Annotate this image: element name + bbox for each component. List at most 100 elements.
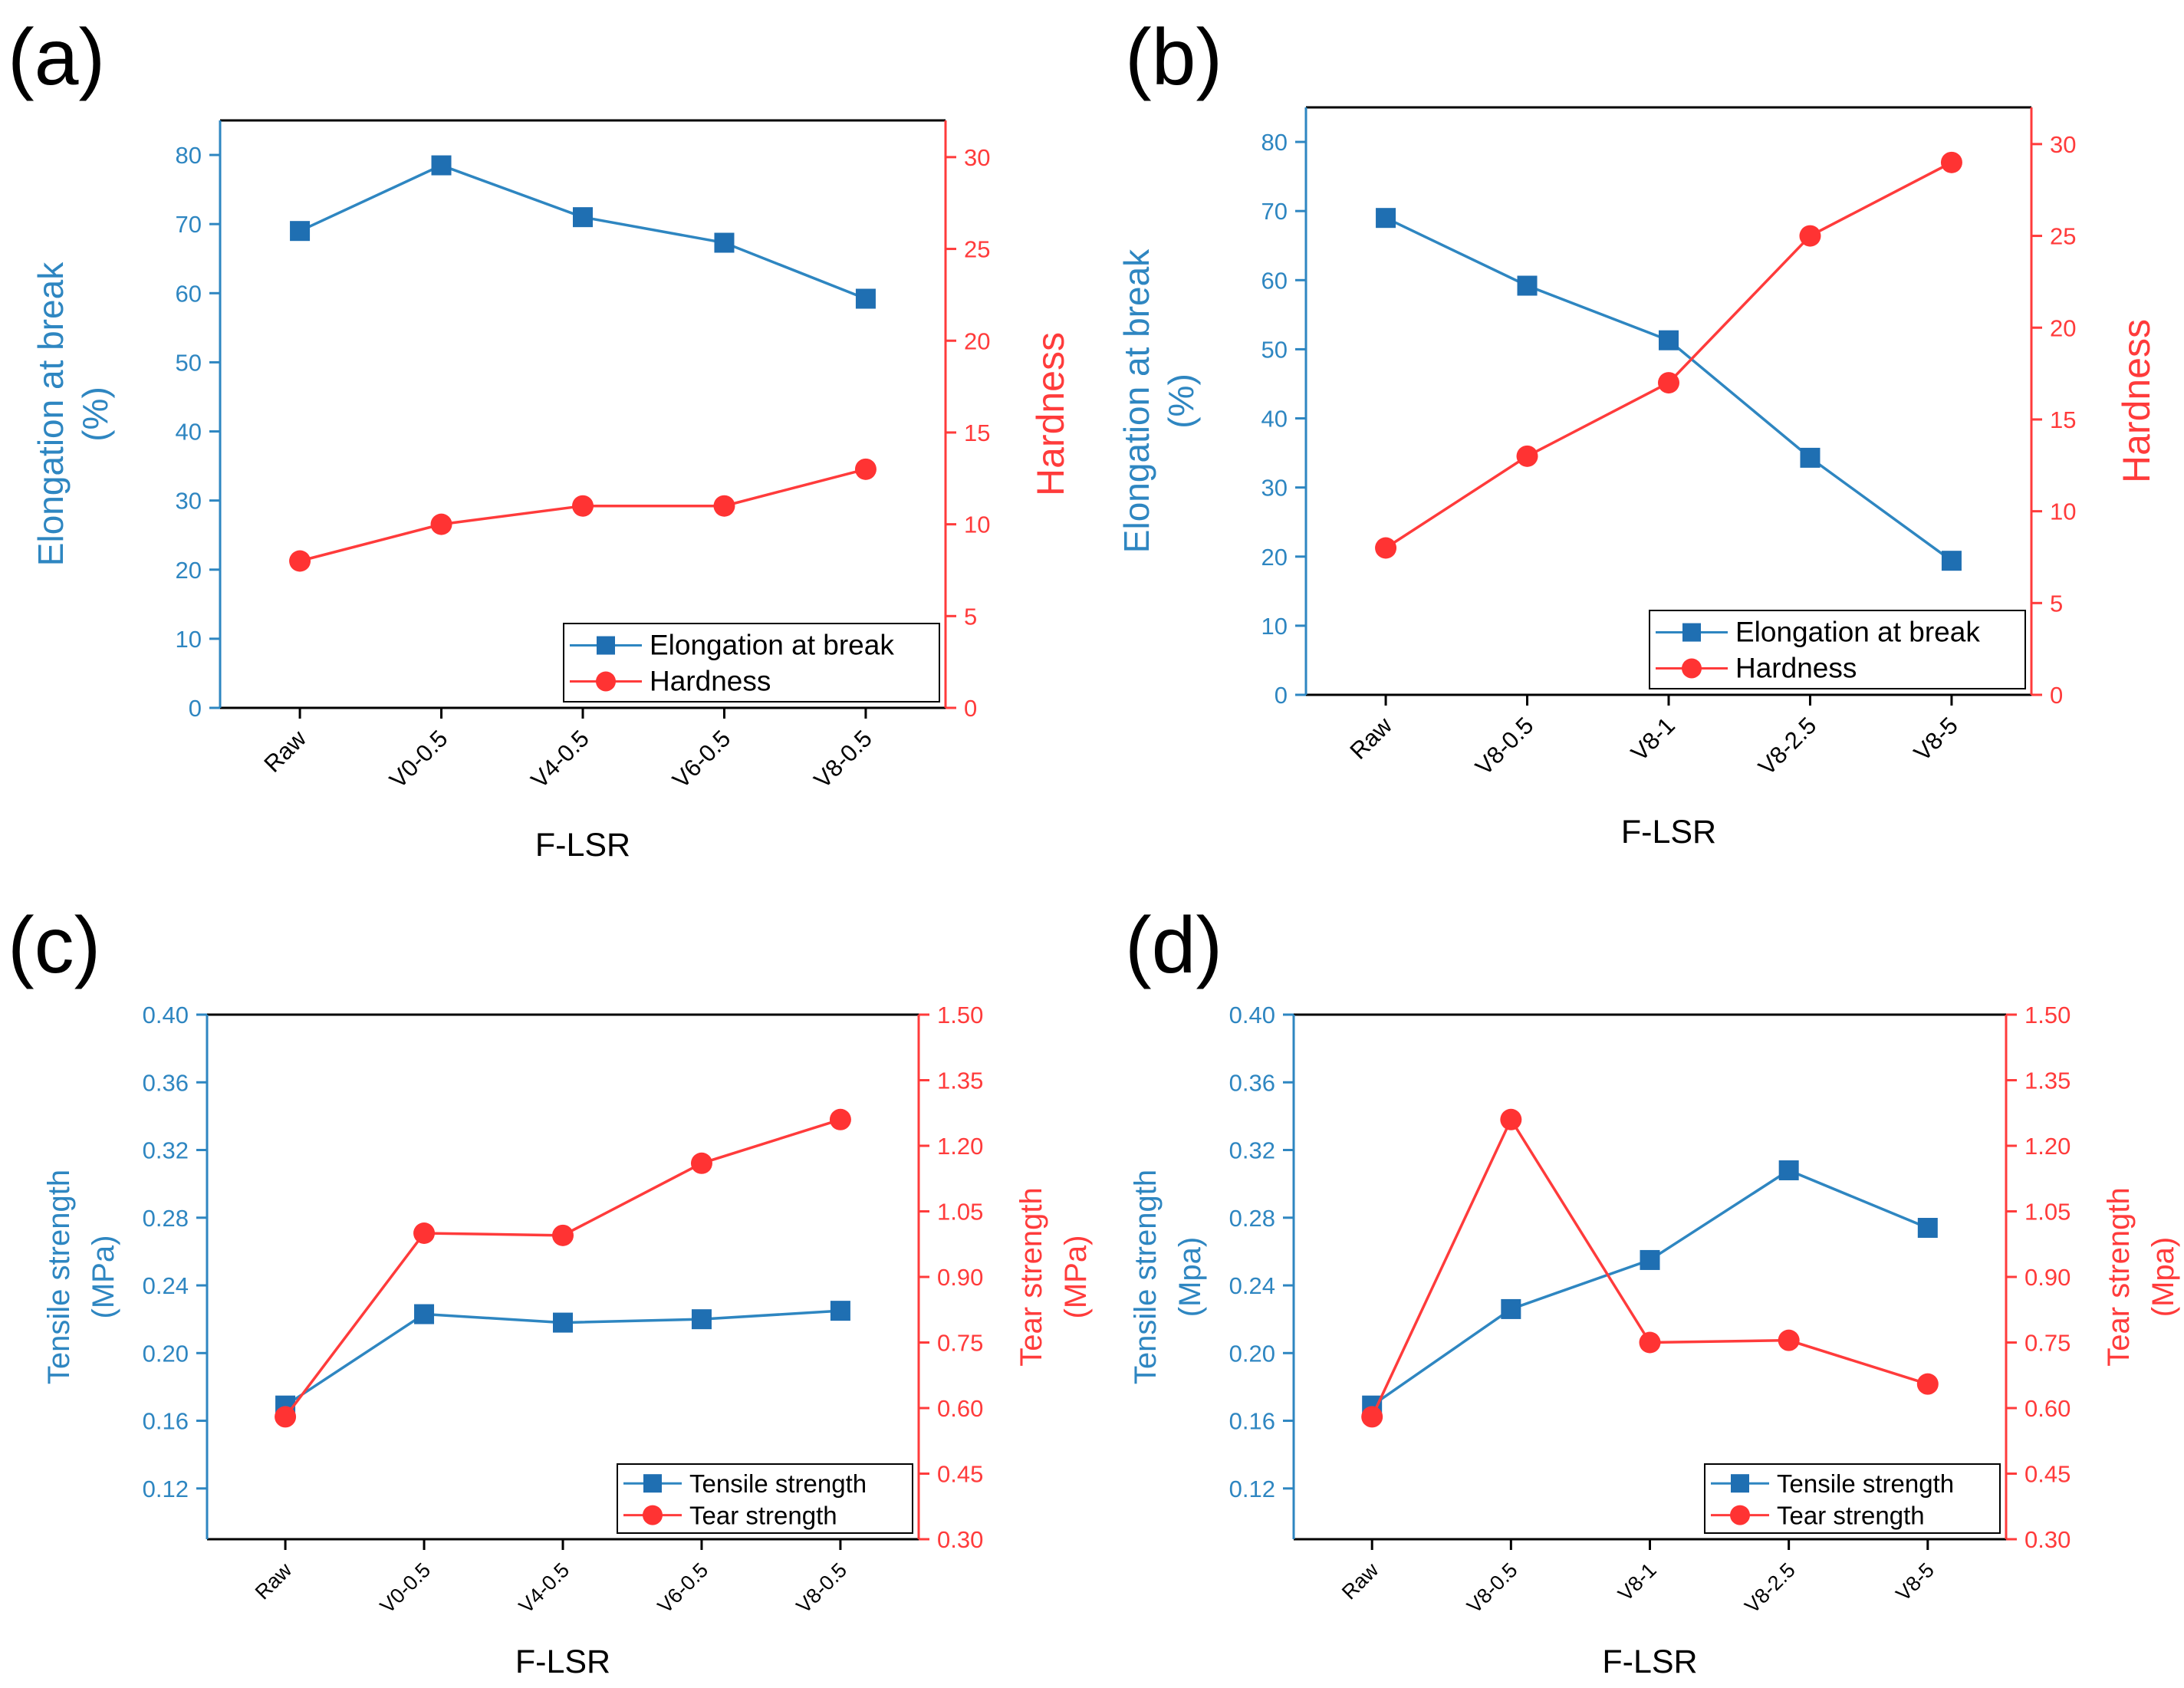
chart-2-x-tick-label: V0-0.5	[376, 1558, 435, 1617]
chart-3-right-tick-label: 0.90	[2024, 1264, 2071, 1291]
chart-0-series-0-point-4	[855, 288, 876, 309]
chart-1-x-title: F-LSR	[1621, 814, 1716, 851]
chart-1-left-tick-label: 60	[1261, 267, 1288, 294]
chart-2-left-tick-label: 0.20	[143, 1340, 189, 1367]
chart-1-x-tick-label: V8-5	[1909, 712, 1963, 766]
chart-3-right-tick-label: 0.45	[2024, 1461, 2071, 1488]
chart-0-left-tick-label: 60	[176, 280, 202, 307]
chart-2-left-tick-label: 0.36	[143, 1069, 189, 1096]
chart-3-legend-marker-1	[1730, 1505, 1750, 1525]
chart-0-left-tick-label: 0	[189, 695, 202, 722]
chart-1-right-tick-label: 20	[2050, 314, 2076, 341]
chart-3-right-title: Tear strength	[2102, 1187, 2136, 1366]
chart-3-series-0-point-4	[1917, 1218, 1938, 1239]
chart-2-right-tick-label: 0.45	[937, 1461, 983, 1488]
chart-0-right-tick-label: 25	[964, 236, 990, 263]
chart-2-series-0-point-4	[830, 1301, 850, 1321]
chart-2-left-tick-label: 0.28	[143, 1205, 189, 1232]
chart-1-right-tick-label: 25	[2050, 223, 2076, 250]
chart-2-right-tick-label: 1.50	[937, 1002, 983, 1028]
chart-0-x-tick-label: Raw	[258, 725, 311, 778]
chart-1-series-1-point-0	[1375, 537, 1397, 559]
chart-1-series-0-point-4	[1941, 551, 1962, 571]
chart-2-left-tick-label: 0.24	[143, 1272, 189, 1299]
chart-1-right-tick-label: 0	[2050, 682, 2063, 709]
chart-0-series-1-point-2	[572, 495, 594, 517]
chart-1-right-title: Hardness	[2115, 319, 2158, 483]
chart-1-legend-label-1: Hardness	[1735, 652, 1857, 683]
chart-1-right-tick-label: 30	[2050, 131, 2076, 158]
chart-3-legend-label-0: Tensile strength	[1777, 1469, 1954, 1498]
chart-2-x-tick-label: V4-0.5	[515, 1558, 574, 1617]
chart-0-right-tick-label: 20	[964, 327, 990, 354]
chart-2-right-tick-label: 0.90	[937, 1264, 983, 1291]
chart-1-series-1-point-3	[1799, 225, 1821, 247]
chart-2-series-1-line	[284, 1118, 841, 1418]
chart-1-left-tick-label: 80	[1261, 129, 1288, 156]
chart-3-left-tick-label: 0.32	[1229, 1137, 1275, 1164]
chart-1-left-tick-label: 30	[1261, 475, 1288, 502]
chart-3-series-1-point-0	[1361, 1406, 1383, 1428]
chart-1-x-tick-label: V8-0.5	[1470, 712, 1538, 780]
chart-2-legend-marker-1	[643, 1505, 663, 1525]
chart-2-legend	[617, 1463, 913, 1534]
chart-3-legend	[1704, 1463, 2001, 1534]
chart-1-left-tick-label: 20	[1261, 544, 1288, 571]
chart-3-right-tick-label: 1.50	[2024, 1002, 2071, 1028]
chart-3-series-0-line	[1371, 1169, 1929, 1407]
chart-0-panel-label: (a)	[8, 13, 105, 102]
chart-1-x-tick-label: Raw	[1344, 712, 1397, 765]
chart-1-right-tick-label: 5	[2050, 590, 2063, 617]
chart-0-series-0-point-0	[290, 221, 311, 242]
chart-3-series-0-point-1	[1501, 1298, 1521, 1319]
chart-0-x-tick-label: V8-0.5	[809, 725, 877, 793]
chart-2-legend-marker-0	[643, 1474, 662, 1493]
chart-3-left-title: Tensile strength	[1129, 1170, 1163, 1384]
chart-3-x-tick-label: Raw	[1337, 1558, 1383, 1604]
chart-1-left-tick-label: 40	[1261, 406, 1288, 433]
chart-0-left-tick-label: 70	[176, 211, 202, 238]
chart-0-series-1-point-0	[289, 550, 311, 572]
chart-2-series-0-point-2	[553, 1312, 573, 1333]
chart-1-legend-label-0: Elongation at break	[1735, 617, 1980, 648]
chart-3-legend-label-1: Tear strength	[1777, 1502, 1925, 1530]
chart-0-x-tick-label: V0-0.5	[384, 725, 452, 793]
chart-2-left-title: Tensile strength	[42, 1170, 76, 1384]
chart-3-x-tick-label: V8-0.5	[1462, 1558, 1521, 1617]
chart-0-right-tick-label: 30	[964, 144, 990, 171]
chart-2: (c) 0.12 0.16 0.20 0.24 0.28 0.32 0.36 0.40 0.30 0…	[8, 901, 1093, 1680]
chart-1-x-tick-label: V8-2.5	[1753, 712, 1821, 780]
chart-0-legend-label-1: Hardness	[650, 665, 771, 696]
chart-3-series-0-point-2	[1640, 1249, 1660, 1270]
chart-3-legend-marker-0	[1731, 1474, 1749, 1493]
chart-3-left-tick-label: 0.12	[1229, 1476, 1275, 1502]
chart-1-left-title: (%)	[1161, 373, 1201, 429]
chart-2-right-tick-label: 0.75	[937, 1330, 983, 1357]
chart-3-series-1-point-1	[1500, 1108, 1522, 1130]
chart-0-left-tick-label: 40	[176, 419, 202, 446]
chart-0-series-1-point-4	[854, 458, 877, 480]
chart-1-left-tick-label: 70	[1261, 198, 1288, 225]
chart-0-right-tick-label: 5	[964, 603, 977, 630]
chart-3-series-1-point-3	[1778, 1329, 1800, 1351]
chart-3-series-1-point-2	[1639, 1331, 1661, 1354]
chart-2-legend-label-1: Tear strength	[689, 1502, 837, 1530]
chart-0-series-0-point-1	[431, 155, 452, 176]
chart-0-left-title: Elongation at break	[31, 262, 71, 566]
chart-1-series-0-point-0	[1376, 208, 1396, 229]
chart-1-left-tick-label: 0	[1275, 682, 1288, 709]
chart-3-left-tick-label: 0.40	[1229, 1002, 1275, 1028]
chart-3-left-title: (Mpa)	[1173, 1237, 1207, 1317]
chart-0: (a) 0 10 20 30 40 50 60 70 80 0 5 10 15 20 25 30 Raw V0-0.…	[8, 13, 1072, 864]
chart-1-right-tick-label: 10	[2050, 499, 2076, 525]
chart-2-series-1-point-2	[552, 1224, 574, 1246]
chart-0-x-tick-label: V4-0.5	[526, 725, 594, 793]
chart-3-x-tick-label: V8-1	[1613, 1558, 1661, 1606]
chart-0-x-title: F-LSR	[535, 827, 630, 864]
chart-0-series-0-point-2	[573, 207, 593, 228]
chart-3-series-0-point-3	[1778, 1160, 1799, 1180]
chart-2-series-1-point-1	[413, 1222, 436, 1244]
chart-0-left-tick-label: 80	[176, 142, 202, 169]
chart-2-legend-label-0: Tensile strength	[689, 1469, 867, 1498]
chart-0-x-tick-label: V6-0.5	[667, 725, 735, 793]
